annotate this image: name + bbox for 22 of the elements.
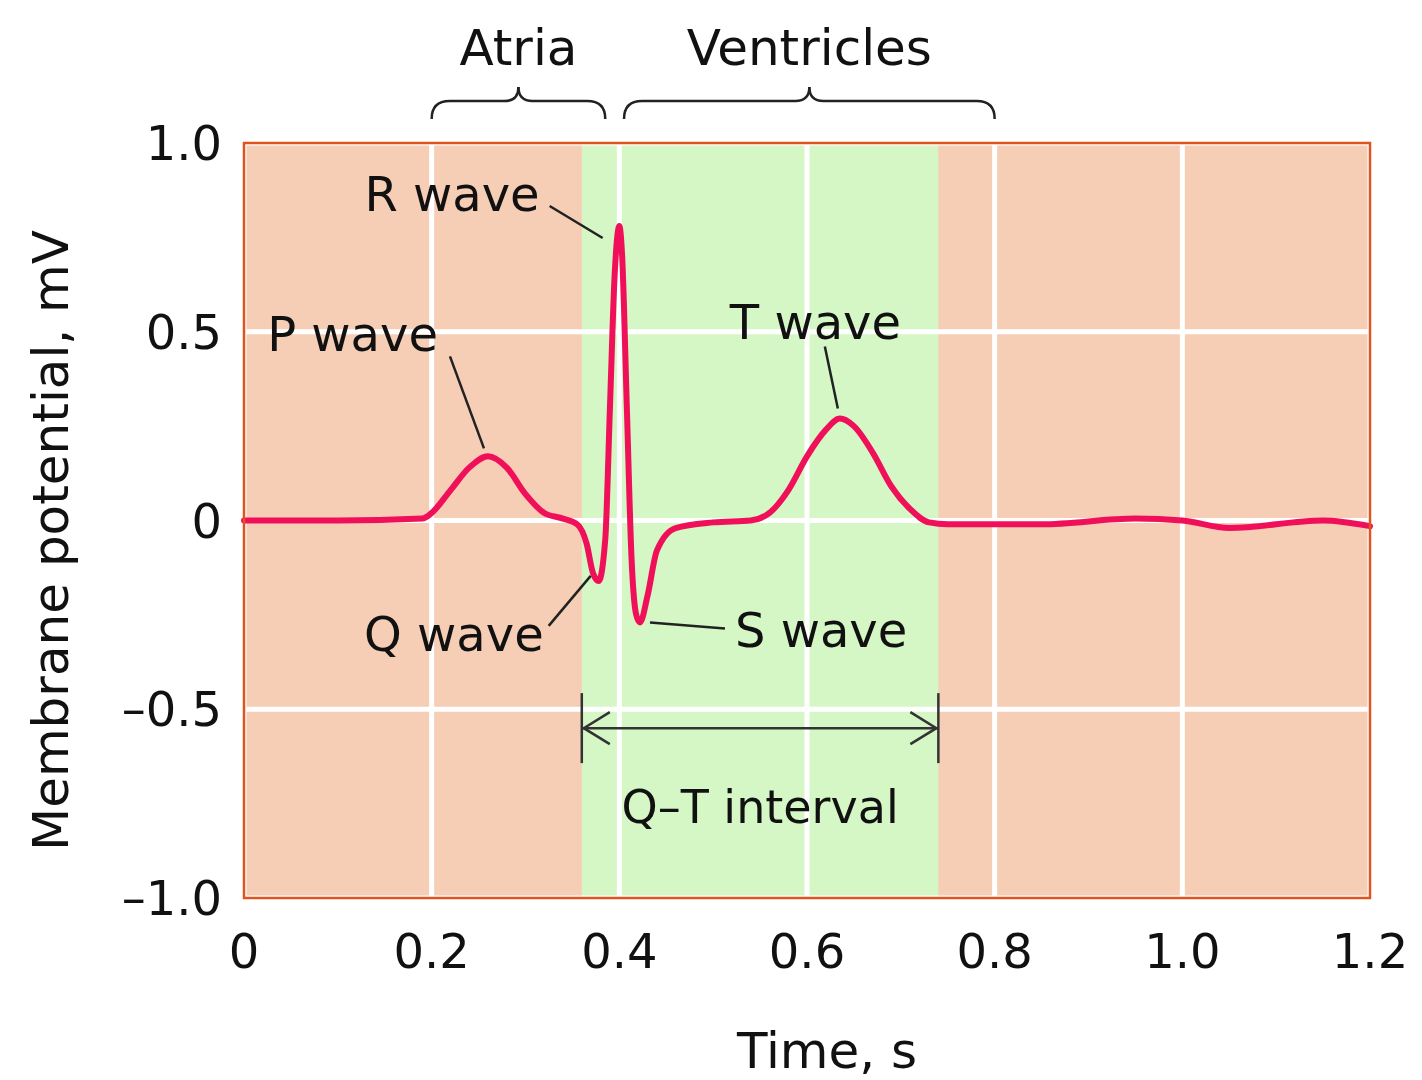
x-tick-label: 0.4 bbox=[581, 923, 658, 979]
x-tick-label: 0.6 bbox=[768, 923, 846, 979]
annotation: P wave bbox=[267, 306, 438, 363]
y-tick-label: 1.0 bbox=[145, 115, 222, 171]
text: Ventricles bbox=[686, 19, 932, 77]
y-tick-label: –1.0 bbox=[121, 870, 222, 926]
x-tick-label: 0 bbox=[228, 923, 260, 979]
annotation: R wave bbox=[364, 166, 540, 223]
annotation: S wave bbox=[734, 602, 908, 659]
band-label: Q–T interval bbox=[621, 779, 899, 834]
x-tick-label: 0.2 bbox=[393, 923, 470, 979]
text: Atria bbox=[459, 19, 578, 77]
x-tick-label: 1.0 bbox=[1144, 923, 1221, 979]
y-axis-title: Membrane potential, mV bbox=[22, 230, 80, 851]
y-tick-label: 0.5 bbox=[145, 303, 222, 360]
x-tick-label: 0.8 bbox=[956, 923, 1033, 979]
x-axis-title: Time, s bbox=[735, 1022, 918, 1080]
y-tick-label: –0.5 bbox=[121, 681, 222, 738]
x-tick-label: 1.2 bbox=[1331, 923, 1409, 979]
y-tick-label: 0 bbox=[191, 492, 222, 549]
annotation: Q wave bbox=[364, 605, 544, 662]
annotation: T wave bbox=[728, 293, 902, 350]
